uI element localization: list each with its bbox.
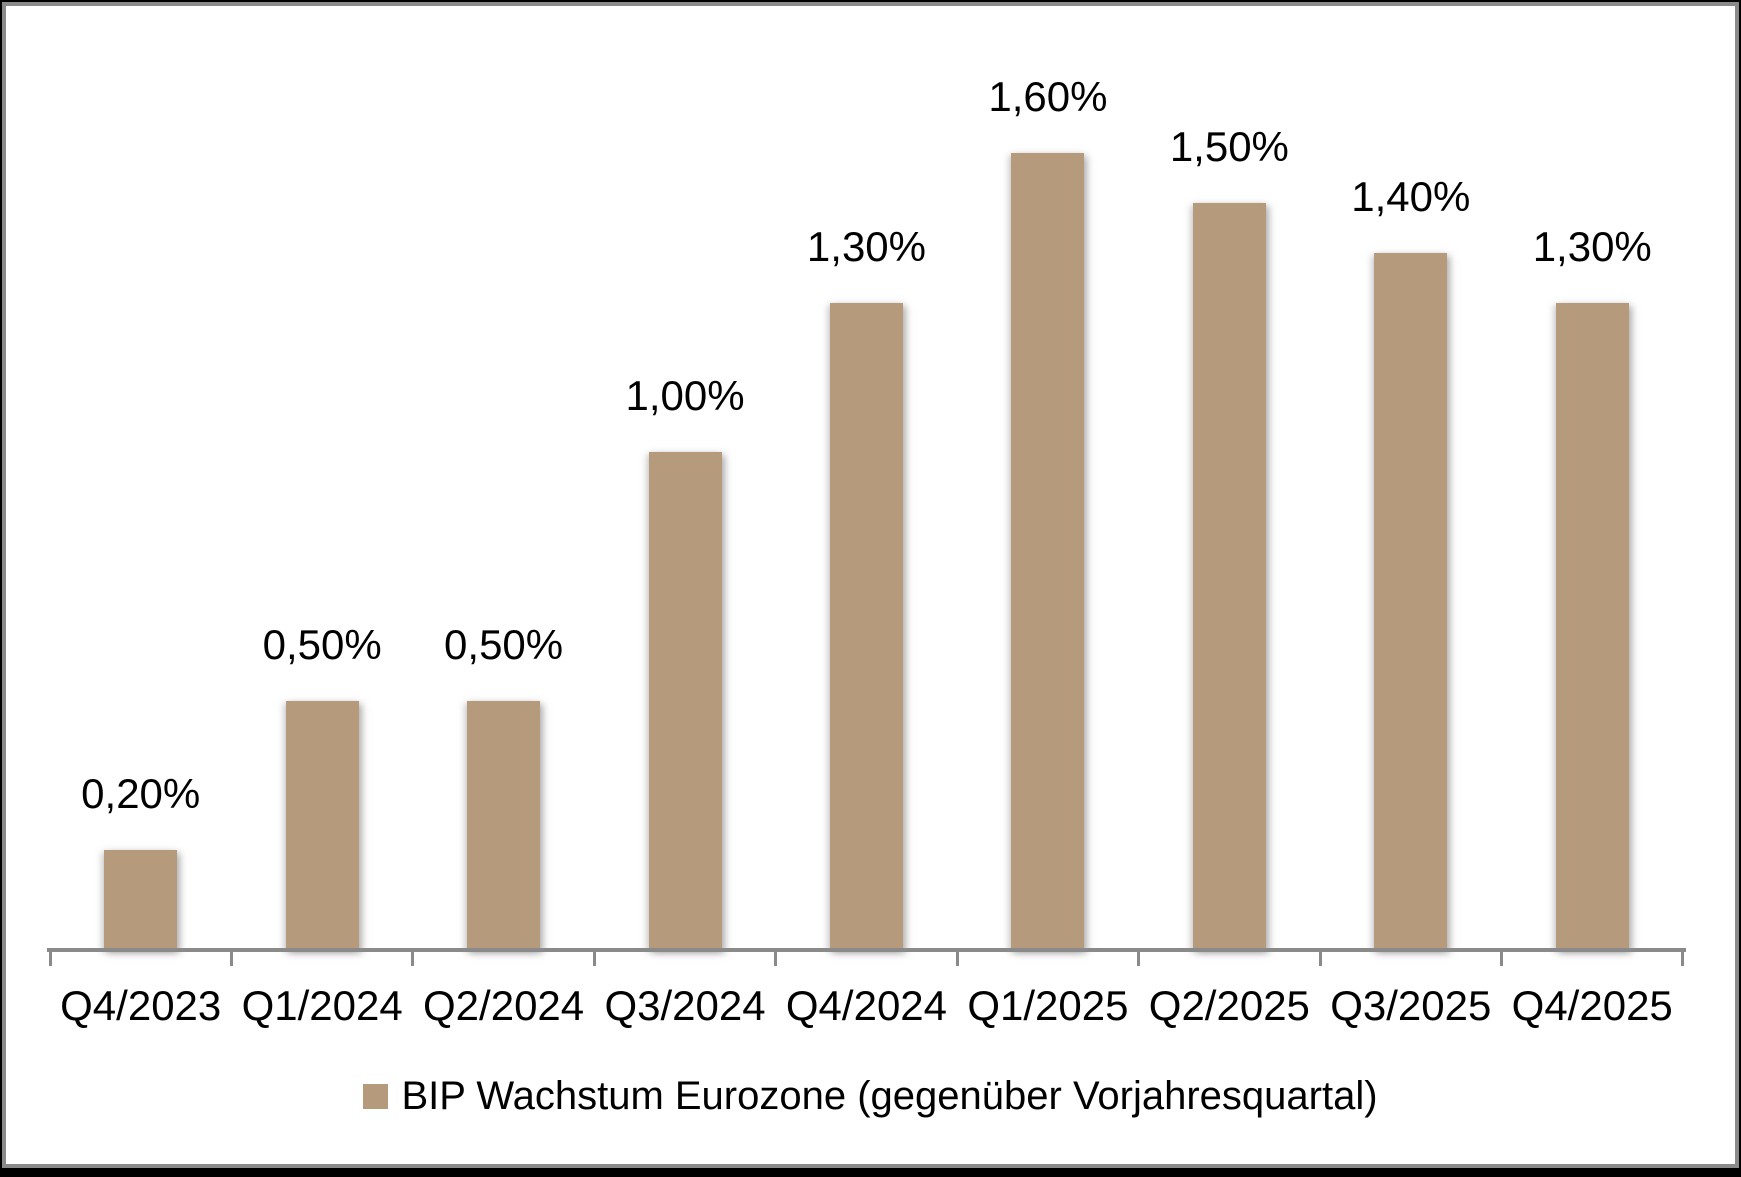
x-axis-label-q4-2024: Q4/2024 xyxy=(785,982,948,1029)
chart-legend: BIP Wachstum Eurozone (gegenüber Vorjahr… xyxy=(0,1074,1741,1119)
bar-q2-2025 xyxy=(1192,203,1266,950)
data-label-q3-2024: 1,00% xyxy=(625,372,745,419)
x-axis-tick xyxy=(1500,948,1504,966)
x-axis-tick xyxy=(774,948,778,966)
x-axis-label-q2-2024: Q2/2024 xyxy=(423,982,585,1029)
bar-q2-2024 xyxy=(467,701,541,950)
x-axis-label-q3-2025: Q3/2025 xyxy=(1330,982,1492,1029)
bar-q4-2025 xyxy=(1555,302,1629,950)
legend-swatch-square-icon xyxy=(363,1084,389,1109)
x-axis-tick xyxy=(1681,948,1685,966)
data-label-q2-2025: 1,50% xyxy=(1169,123,1289,170)
data-label-q2-2024: 0,50% xyxy=(444,621,564,668)
x-axis-tick xyxy=(955,948,959,966)
x-axis-tick xyxy=(592,948,596,966)
bar-q1-2024 xyxy=(285,701,359,950)
x-axis-tick xyxy=(1318,948,1322,966)
bar-q4-2023 xyxy=(104,850,178,950)
data-label-q4-2024: 1,30% xyxy=(806,222,927,270)
data-label-q4-2025: 1,30% xyxy=(1532,222,1652,270)
data-label-q4-2023: 0,20% xyxy=(81,770,201,818)
x-axis-tick xyxy=(48,948,52,966)
bar-q3-2024 xyxy=(648,452,722,950)
x-axis-label-q2-2025: Q2/2025 xyxy=(1148,982,1310,1029)
bar-q1-2025 xyxy=(1011,153,1085,950)
x-axis-tick xyxy=(1137,948,1141,966)
x-axis-tick xyxy=(229,948,233,966)
data-label-q1-2025: 1,60% xyxy=(988,73,1108,121)
bar-q3-2025 xyxy=(1374,252,1448,950)
data-label-q1-2024: 0,50% xyxy=(262,621,382,668)
x-axis-label-q4-2025: Q4/2025 xyxy=(1511,982,1673,1029)
data-label-q3-2025: 1,40% xyxy=(1351,172,1471,220)
x-axis-line xyxy=(47,948,1686,952)
x-axis-label-q1-2025: Q1/2025 xyxy=(967,982,1129,1029)
x-axis-label-q4-2023: Q4/2023 xyxy=(60,982,222,1029)
x-axis-label-q1-2024: Q1/2024 xyxy=(241,982,403,1029)
x-axis-tick xyxy=(411,948,415,966)
x-axis-label-q3-2024: Q3/2024 xyxy=(604,982,766,1029)
bar-q4-2024 xyxy=(829,302,903,950)
legend-series-label: BIP Wachstum Eurozone (gegenüber Vorjahr… xyxy=(401,1074,1378,1118)
